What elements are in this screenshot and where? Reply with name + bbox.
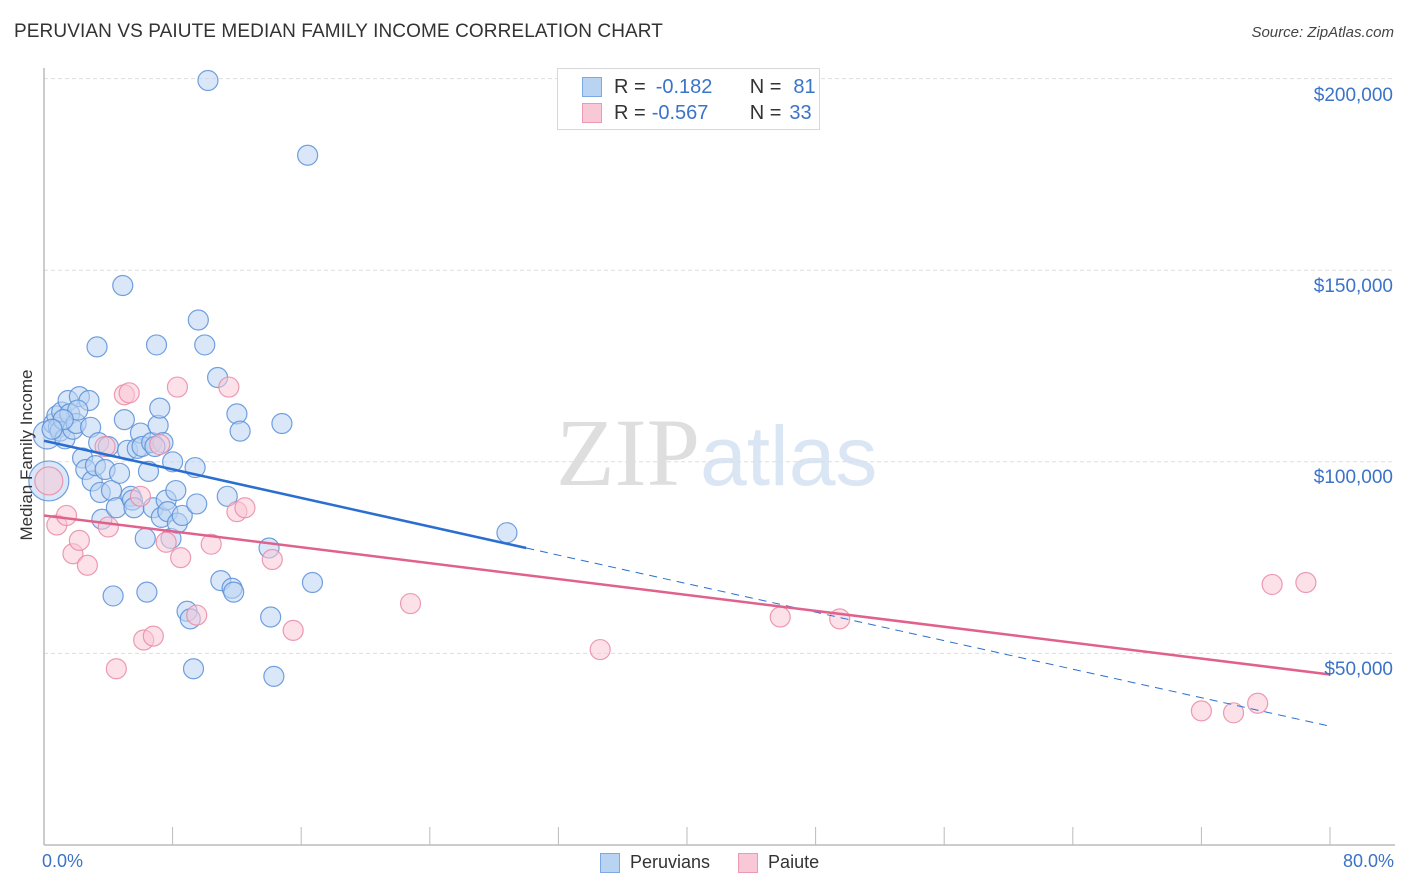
data-point[interactable]	[1247, 692, 1269, 714]
data-point[interactable]	[200, 533, 222, 555]
data-point[interactable]	[171, 504, 193, 527]
data-point[interactable]	[194, 334, 216, 356]
data-point[interactable]	[769, 606, 791, 628]
gridlines	[44, 78, 1395, 654]
data-point[interactable]	[186, 604, 208, 626]
data-point[interactable]	[34, 466, 64, 496]
peruvians-swatch	[600, 852, 620, 873]
chart-title: PERUVIAN VS PAIUTE MEDIAN FAMILY INCOME …	[14, 21, 663, 42]
data-point[interactable]	[263, 665, 285, 687]
data-point[interactable]	[1190, 700, 1213, 722]
data-point[interactable]	[399, 592, 422, 615]
data-point[interactable]	[589, 638, 611, 661]
legend-item-paiute[interactable]: Paiute	[738, 852, 819, 873]
data-point[interactable]	[112, 274, 134, 297]
data-point[interactable]	[271, 412, 293, 435]
n-label: N =	[749, 75, 782, 98]
ytick-150000: $150,000	[1313, 276, 1393, 297]
ytick-200000: $200,000	[1313, 85, 1393, 106]
data-point[interactable]	[165, 479, 187, 502]
data-point[interactable]	[229, 420, 251, 442]
data-point[interactable]	[102, 585, 124, 607]
ytick-100000: $100,000	[1313, 467, 1393, 488]
data-point[interactable]	[260, 606, 282, 628]
data-point[interactable]	[187, 309, 209, 331]
data-point[interactable]	[118, 382, 140, 404]
data-point[interactable]	[105, 658, 127, 680]
r-value: -0.182	[655, 75, 713, 98]
data-point[interactable]	[108, 462, 131, 484]
data-point[interactable]	[142, 625, 164, 647]
data-point[interactable]	[216, 485, 238, 507]
legend-row-peruvians: R = -0.182 N = 81	[582, 76, 816, 98]
data-point[interactable]	[162, 451, 184, 473]
data-point[interactable]	[197, 69, 219, 92]
data-point[interactable]	[297, 144, 319, 166]
data-point[interactable]	[226, 403, 248, 425]
data-point[interactable]	[68, 529, 90, 551]
data-point[interactable]	[149, 433, 171, 456]
data-point[interactable]	[155, 531, 177, 553]
paiute-swatch	[738, 852, 759, 873]
data-point[interactable]	[234, 497, 256, 519]
peruvians-points	[28, 69, 518, 687]
data-point[interactable]	[166, 376, 189, 398]
data-point[interactable]	[136, 581, 158, 603]
y-axis-label: Median Family Income	[17, 369, 36, 541]
n-value: 81	[793, 75, 816, 98]
data-point[interactable]	[129, 485, 152, 507]
xtick-80: 80.0%	[1342, 851, 1394, 871]
data-point[interactable]	[182, 658, 205, 680]
data-point[interactable]	[301, 571, 324, 594]
data-point[interactable]	[1295, 571, 1317, 594]
paiute-trend-line	[43, 514, 1331, 676]
correlation-legend: R = -0.182 N = 81 R = -0.567 N = 33	[557, 68, 820, 130]
data-point[interactable]	[218, 376, 240, 398]
data-point[interactable]	[137, 460, 160, 482]
data-point[interactable]	[145, 334, 168, 356]
data-point[interactable]	[134, 527, 156, 550]
data-point[interactable]	[223, 581, 245, 603]
paiute-swatch	[582, 103, 602, 123]
data-point[interactable]	[1261, 573, 1283, 596]
axes	[43, 68, 1395, 846]
trend-lines	[43, 439, 1331, 727]
n-value: 33	[789, 101, 812, 124]
source-label: Source: ZipAtlas.com	[1251, 24, 1394, 41]
r-label: R =	[614, 101, 646, 124]
data-point[interactable]	[186, 493, 208, 515]
peruvians-trend-line	[43, 439, 527, 550]
series-legend: Peruvians Paiute	[600, 852, 847, 873]
paiute-points	[34, 376, 1317, 724]
r-value: -0.567	[651, 101, 709, 124]
data-point[interactable]	[76, 554, 99, 576]
n-label: N =	[749, 101, 782, 124]
data-point[interactable]	[94, 435, 116, 458]
data-point[interactable]	[55, 504, 78, 527]
data-point[interactable]	[113, 409, 135, 431]
peruvians-swatch	[582, 77, 602, 97]
legend-label: Peruvians	[630, 852, 711, 872]
legend-row-paiute: R = -0.567 N = 33	[582, 102, 812, 124]
peruvians-trend-extension	[526, 547, 1331, 727]
data-point[interactable]	[97, 516, 119, 538]
data-point[interactable]	[282, 619, 304, 642]
legend-item-peruvians[interactable]: Peruvians	[600, 852, 710, 873]
legend-label: Paiute	[768, 852, 820, 872]
data-point[interactable]	[41, 418, 63, 440]
data-point[interactable]	[261, 548, 283, 571]
data-point[interactable]	[86, 336, 108, 358]
xtick-0: 0.0%	[42, 851, 84, 871]
ytick-50000: $50,000	[1324, 659, 1393, 680]
data-point[interactable]	[496, 522, 518, 544]
r-label: R =	[614, 75, 646, 98]
data-point[interactable]	[1222, 702, 1245, 724]
data-point[interactable]	[149, 397, 171, 419]
data-point[interactable]	[170, 546, 192, 569]
